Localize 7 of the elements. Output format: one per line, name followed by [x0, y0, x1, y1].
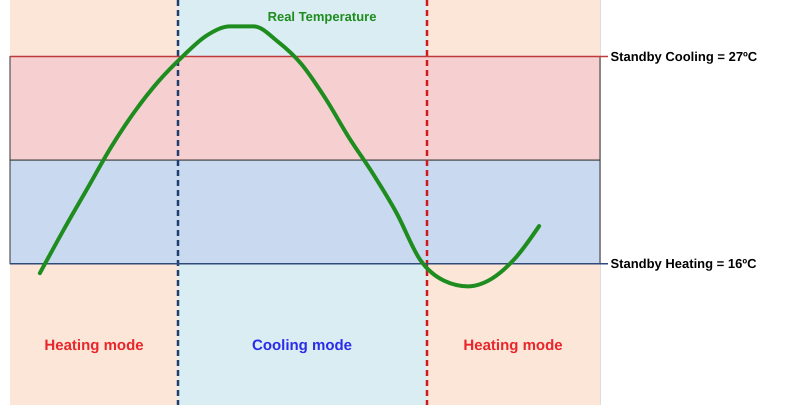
y-tick-label: Standby Cooling = 27ºC: [610, 49, 758, 64]
annotation: Heating mode: [463, 337, 563, 354]
line-series: [38, 24, 542, 288]
annotation: Heating mode: [44, 337, 144, 354]
annotation: Cooling mode: [252, 337, 352, 354]
annotation: Real Temperature: [268, 9, 376, 24]
y-tick-label: Standby Heating = 16ºC: [610, 256, 758, 272]
